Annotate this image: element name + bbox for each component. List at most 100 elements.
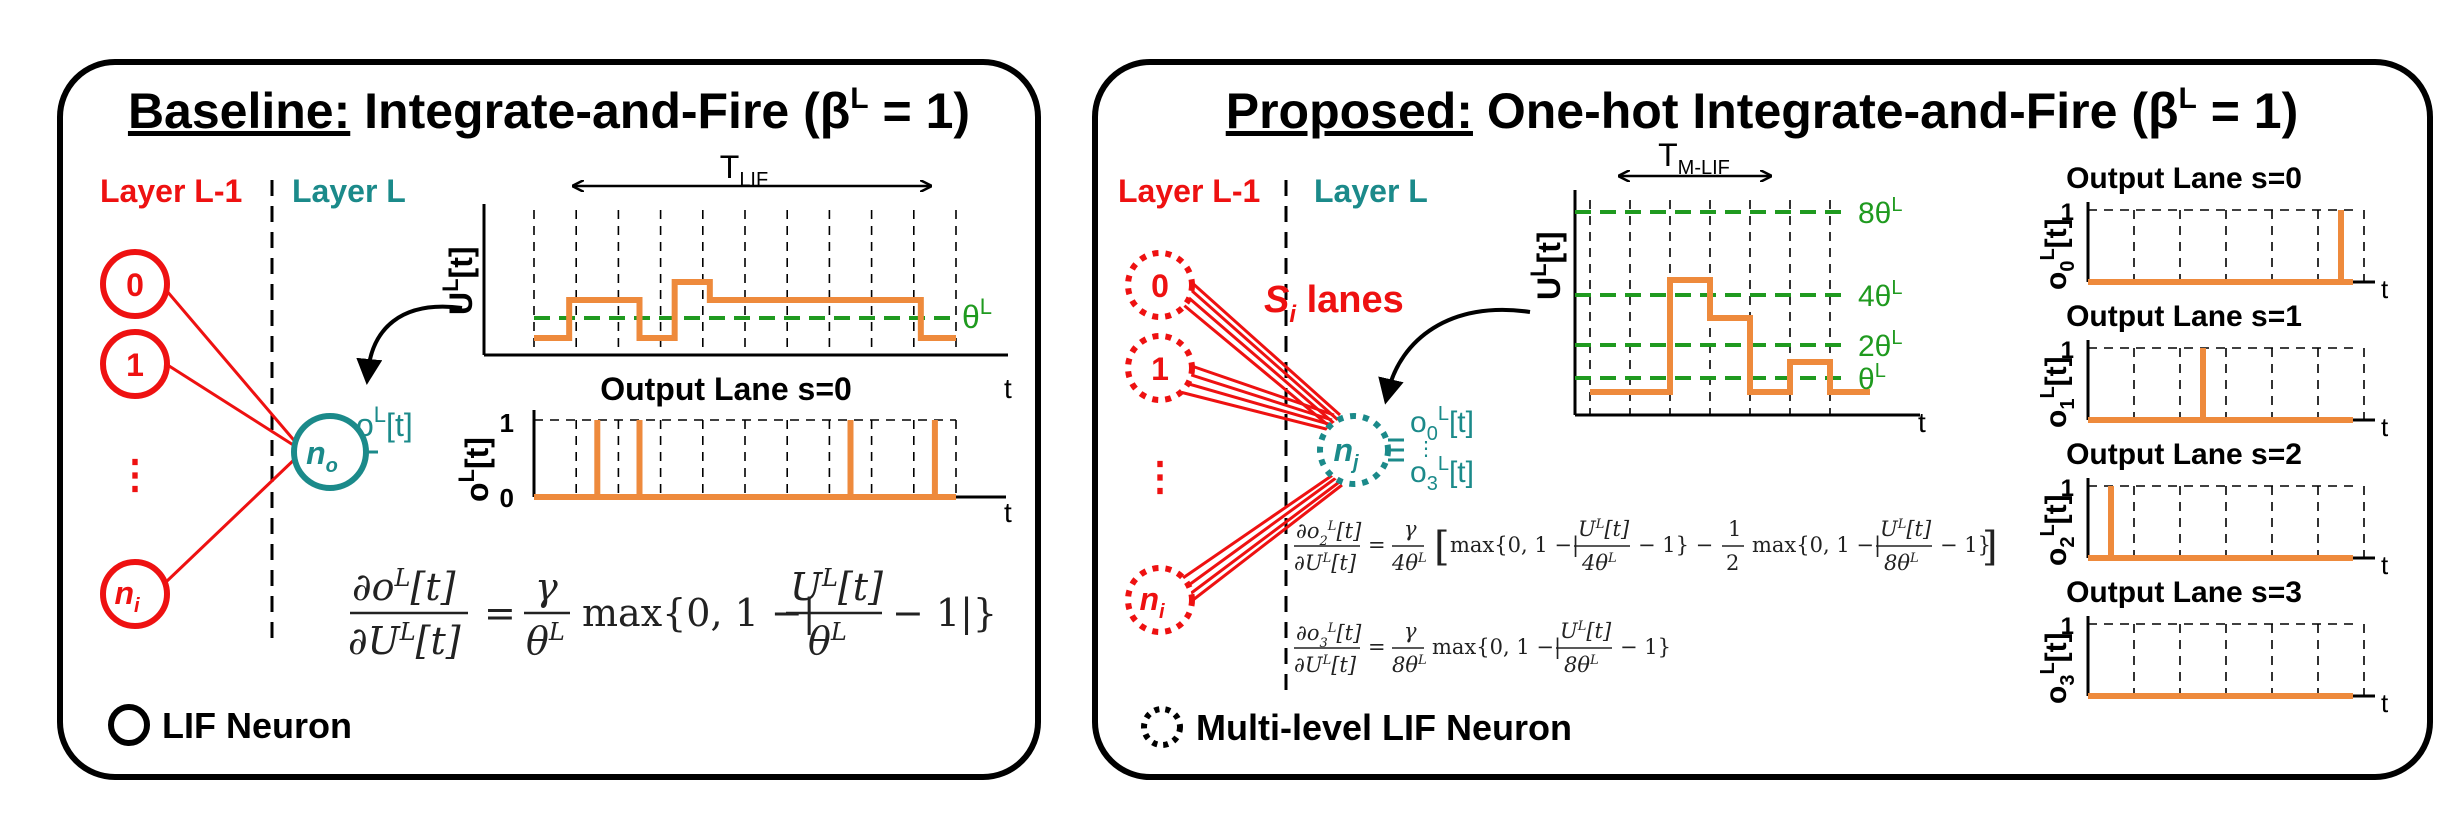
left-spike-marks <box>594 420 938 497</box>
right-input-ellipsis: ⋮ <box>1140 455 1180 499</box>
right-output-top: o0L[t] <box>1410 403 1474 445</box>
left-input-node-n: ni <box>100 559 170 629</box>
right-lanes-label: Si lanes <box>1264 279 1404 328</box>
svg-text:∂UL[t]: ∂UL[t] <box>348 618 461 663</box>
right-title: Proposed: One-hot Integrate-and-Fire (βL… <box>1226 82 2299 139</box>
left-layer-prev-label: Layer L-1 <box>100 173 242 209</box>
right-legend-label: Multi-level LIF Neuron <box>1196 707 1572 748</box>
right-input-node-n: ni <box>1125 565 1195 635</box>
output-lane-0: Output Lane s=0 1 t o0L[t] <box>2037 162 2389 304</box>
left-feedback-arrow <box>356 304 463 385</box>
left-layer-cur-label: Layer L <box>292 173 406 209</box>
output-lane-y-label: o2L[t] <box>2037 494 2079 566</box>
svg-text:0: 0 <box>1151 268 1169 304</box>
svg-text:θL: θL <box>808 618 847 663</box>
right-membrane-chart: 8θL 4θL 2θL θL t UL[t] <box>1526 190 1926 438</box>
left-threshold-label: θL <box>962 294 992 335</box>
right-output-lanes: Output Lane s=0 1 t o0L[t] Output Lane s=1 1 t… <box>2037 162 2389 718</box>
left-membrane-grid <box>533 210 957 355</box>
output-lane-t-label: t <box>2381 412 2389 442</box>
svg-text:8θL: 8θL <box>1884 551 1919 575</box>
output-lane-tick-one: 1 <box>2061 475 2074 502</box>
left-spike-grid <box>533 420 957 497</box>
right-membrane-t-label: t <box>1918 407 1926 438</box>
svg-text:− 1} −: − 1} − <box>1638 533 1713 557</box>
svg-text:ni: ni <box>114 575 140 617</box>
left-output-neuron: no <box>291 413 369 491</box>
output-lane-y-label: o1L[t] <box>2037 356 2079 428</box>
output-lane-2: Output Lane s=2 1 t o2L[t] <box>2037 438 2389 580</box>
right-threshold-2-label: 2θL <box>1858 327 1903 363</box>
right-panel: Proposed: One-hot Integrate-and-Fire (βL… <box>1092 59 2433 780</box>
left-legend-label: LIF Neuron <box>162 705 352 746</box>
svg-text:max{0, 1 −|: max{0, 1 −| <box>1432 635 1561 660</box>
svg-text:− 1|}: − 1|} <box>892 591 997 635</box>
output-lane-y-label: o0L[t] <box>2037 218 2079 290</box>
svg-text:∂UL[t]: ∂UL[t] <box>1294 551 1357 575</box>
right-input-node-1: 1 <box>1125 333 1195 403</box>
svg-text:∂UL[t]: ∂UL[t] <box>1294 653 1357 677</box>
left-spike-chart: 1 0 t oL[t] <box>454 408 1012 528</box>
right-layer-cur-label: Layer L <box>1314 173 1428 209</box>
svg-text:=: = <box>1368 635 1386 659</box>
svg-text:8θL: 8θL <box>1564 653 1599 677</box>
output-lane-tick-one: 1 <box>2061 199 2074 226</box>
right-membrane-y-label: UL[t] <box>1526 231 1567 300</box>
left-connections <box>164 289 300 584</box>
svg-text:nj: nj <box>1333 432 1359 474</box>
left-period-label: TLIF <box>720 149 768 191</box>
svg-text:[: [ <box>1434 524 1450 570</box>
svg-text:UL[t]: UL[t] <box>790 564 883 609</box>
right-input-node-0: 0 <box>1125 250 1195 320</box>
left-input-node-0: 0 <box>100 249 170 319</box>
left-membrane-t-label: t <box>1004 373 1012 404</box>
right-panel-frame <box>1092 59 2433 780</box>
right-membrane-trace <box>1590 277 1870 395</box>
left-membrane-trace <box>534 279 956 341</box>
output-lane-title: Output Lane s=1 <box>2066 300 2302 333</box>
right-output-lines <box>1388 438 1404 462</box>
svg-text:∂oL[t]: ∂oL[t] <box>352 564 456 609</box>
left-legend-icon <box>108 704 150 746</box>
svg-text:1: 1 <box>1728 517 1741 541</box>
left-title: Baseline: Integrate-and-Fire (βL = 1) <box>128 82 970 139</box>
left-membrane-chart: θL t UL[t] <box>438 204 1012 404</box>
svg-text:=: = <box>484 591 516 635</box>
svg-text:=: = <box>1368 533 1386 557</box>
right-hidden-neuron: nj <box>1317 413 1391 487</box>
output-lane-tick-one: 1 <box>2061 613 2074 640</box>
right-gradient-equation-2: ∂o2L[t] ∂UL[t] = γ 4θL [ max{0, 1 −| UL[… <box>1294 517 1998 575</box>
left-spike-t-label: t <box>1004 497 1012 528</box>
svg-text:∂o3L[t]: ∂o3L[t] <box>1296 621 1362 651</box>
output-lane-title: Output Lane s=3 <box>2066 576 2302 609</box>
svg-text:0: 0 <box>126 267 144 303</box>
output-lane-title: Output Lane s=0 <box>2066 162 2302 195</box>
svg-text:− 1}: − 1} <box>1940 533 1991 557</box>
svg-text:ni: ni <box>1139 581 1165 623</box>
svg-text:UL[t]: UL[t] <box>1880 517 1932 541</box>
output-lane-tick-one: 1 <box>2061 337 2074 364</box>
output-lane-y-label: o3L[t] <box>2037 632 2079 704</box>
right-connections <box>1179 270 1343 612</box>
output-lane-t-label: t <box>2381 274 2389 304</box>
right-threshold-4-label: 4θL <box>1858 277 1903 313</box>
svg-text:∂o2L[t]: ∂o2L[t] <box>1296 519 1362 549</box>
right-output-dots: ⋮ <box>1416 438 1436 460</box>
right-legend-icon <box>1141 706 1183 748</box>
svg-text:max{0, 1 −|: max{0, 1 −| <box>1450 533 1579 558</box>
left-membrane-y-label: UL[t] <box>438 246 479 315</box>
right-output-bottom: o3L[t] <box>1410 453 1474 495</box>
svg-text:− 1}: − 1} <box>1620 635 1671 659</box>
svg-text:4θL: 4θL <box>1391 551 1427 575</box>
svg-text:]: ] <box>1982 524 1998 570</box>
svg-text:UL[t]: UL[t] <box>1578 517 1630 541</box>
svg-text:no: no <box>306 435 338 477</box>
svg-text:γ: γ <box>1404 517 1417 541</box>
svg-text:max{0, 1 −|: max{0, 1 −| <box>1752 533 1881 558</box>
svg-text:θL: θL <box>526 618 565 663</box>
svg-text:γ: γ <box>1404 619 1417 643</box>
left-panel: Baseline: Integrate-and-Fire (βL = 1) La… <box>57 59 1041 780</box>
output-lane-title: Output Lane s=2 <box>2066 438 2302 471</box>
left-spike-y-label: oL[t] <box>454 437 495 502</box>
